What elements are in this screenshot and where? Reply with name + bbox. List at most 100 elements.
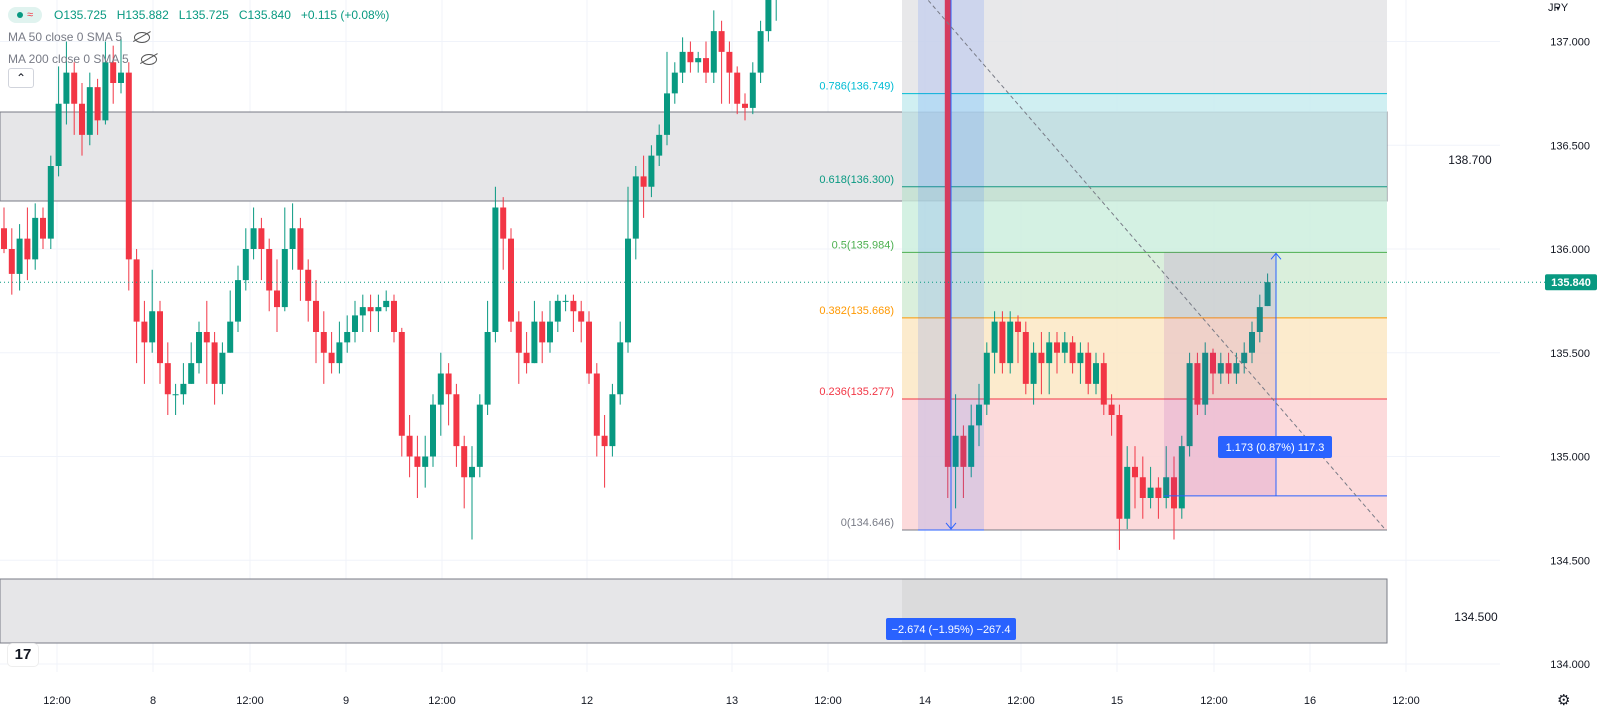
candle-body: [523, 352, 530, 364]
candle-body: [47, 166, 54, 239]
price-tick-label: 135.500: [1550, 348, 1590, 360]
measure-down-badge: [886, 618, 1016, 640]
candle-body: [289, 228, 296, 249]
candle-body: [1030, 352, 1037, 384]
arrow-up-icon: [1270, 252, 1282, 260]
ma50-row[interactable]: MA 50 close 0 SMA 5: [8, 26, 395, 48]
symbol-status-icon[interactable]: ≈: [8, 7, 42, 23]
candle-body: [703, 58, 709, 73]
fib-level-label: 0.786(136.749): [819, 81, 894, 93]
candle-body: [422, 456, 429, 467]
candle-body: [999, 321, 1006, 364]
candle-body: [554, 300, 561, 322]
candle-body: [944, 0, 951, 467]
candle-body: [336, 342, 343, 364]
candle-body: [1038, 352, 1045, 364]
candle-body: [1054, 342, 1060, 353]
overlays: −2.674 (−1.95%) −267.4 1.173 (0.87%) 117.…: [0, 0, 1552, 640]
time-axis[interactable]: 12:00 8 12:00 9 12:00 12 13 12:00 14 12:00 15 12:00…: [43, 695, 1420, 707]
candle-body: [8, 249, 15, 274]
candle-body: [344, 332, 351, 343]
candle-body: [352, 315, 358, 332]
candle-body: [1194, 363, 1201, 405]
price-tick-label: 137.000: [1550, 37, 1590, 49]
candle-body: [196, 332, 202, 364]
candle-body: [1233, 363, 1240, 374]
candle-body: [437, 373, 444, 405]
low-value: L135.725: [178, 8, 229, 22]
candle-body: [765, 0, 772, 32]
candle-body: [734, 72, 741, 104]
candle-body: [1202, 352, 1209, 405]
candle-body: [125, 72, 132, 260]
candle-body: [164, 363, 171, 395]
price-axis[interactable]: 140.000139.500139.000138.500138.000137.5…: [1545, 0, 1597, 671]
candle-body: [172, 394, 179, 396]
candle-body: [656, 134, 663, 156]
collapse-legend-button[interactable]: ⌃: [8, 68, 34, 88]
time-tick-label: 16: [1304, 695, 1316, 707]
candle-body: [320, 332, 327, 353]
candle-body: [1046, 342, 1053, 364]
candle-body: [235, 280, 241, 322]
price-tick-label: 136.500: [1550, 140, 1590, 152]
time-tick-label: 12:00: [814, 695, 842, 707]
candle-body: [297, 228, 304, 270]
candle-body: [1077, 352, 1084, 364]
candle-body: [242, 249, 249, 281]
candle-body: [983, 352, 990, 405]
candle-body: [430, 404, 436, 457]
candle-body: [1124, 466, 1131, 519]
candle-body: [547, 321, 553, 343]
tradingview-logo-icon[interactable]: 17: [8, 644, 38, 666]
fib-band: [902, 0, 1387, 94]
time-tick-label: 12:00: [236, 695, 264, 707]
candle-body: [1108, 404, 1115, 415]
last-price-badge[interactable]: [1545, 274, 1597, 291]
candle-body: [531, 321, 538, 364]
candle-body: [1093, 363, 1099, 384]
candle-body: [749, 72, 756, 108]
candle-body: [593, 373, 600, 436]
candle-body: [671, 72, 678, 94]
candle-body: [1210, 352, 1216, 374]
support-zone: [0, 578, 1388, 644]
time-tick-label: 12:00: [1392, 695, 1420, 707]
candle-body: [601, 435, 608, 447]
candle-body: [625, 238, 631, 343]
price-tick-label: 136.000: [1550, 244, 1590, 256]
zone-lower-label: 134.500: [1454, 610, 1498, 624]
candle-body: [648, 155, 655, 187]
candle-body: [664, 93, 670, 135]
ohlc-row: ≈ O135.725 H135.882 L135.725 C135.840 +0…: [8, 4, 395, 26]
candle-body: [1007, 321, 1014, 364]
hidden-eye-icon[interactable]: [134, 31, 151, 43]
candle-body: [16, 238, 23, 274]
hidden-eye-icon[interactable]: [140, 53, 157, 65]
time-tick-label: 12:00: [43, 695, 71, 707]
fib-band: [902, 399, 1387, 530]
time-tick-label: 12:00: [428, 695, 456, 707]
ma200-row[interactable]: MA 200 close 0 SMA 5: [8, 48, 395, 70]
price-tick-label: 134.500: [1550, 555, 1590, 567]
fib-band: [902, 93, 1387, 187]
currency-chevron-icon: ▾: [1556, 4, 1560, 13]
fib-level-label: 0.5(135.984): [832, 239, 894, 251]
candle-body: [1139, 477, 1146, 498]
open-value: O135.725: [54, 8, 107, 22]
candle-body: [445, 373, 452, 395]
candle-body: [586, 321, 592, 374]
candle-body: [1155, 487, 1162, 498]
price-range-up: [1164, 252, 1276, 496]
candle-body: [258, 228, 265, 249]
close-value: C135.840: [238, 8, 291, 22]
candle-body: [1069, 342, 1076, 364]
change-value: +0.115 (+0.08%): [300, 8, 390, 22]
settings-gear-icon[interactable]: ⚙: [1557, 692, 1571, 709]
currency-label[interactable]: JPY: [1548, 2, 1569, 14]
candle-body: [141, 321, 148, 343]
zone-overlap: [902, 112, 1387, 201]
fib-retracement: 1.618(138.975)1(137.322)0.786(136.749)0.…: [819, 0, 1387, 643]
fib-level-label: 0.382(135.668): [819, 305, 894, 317]
